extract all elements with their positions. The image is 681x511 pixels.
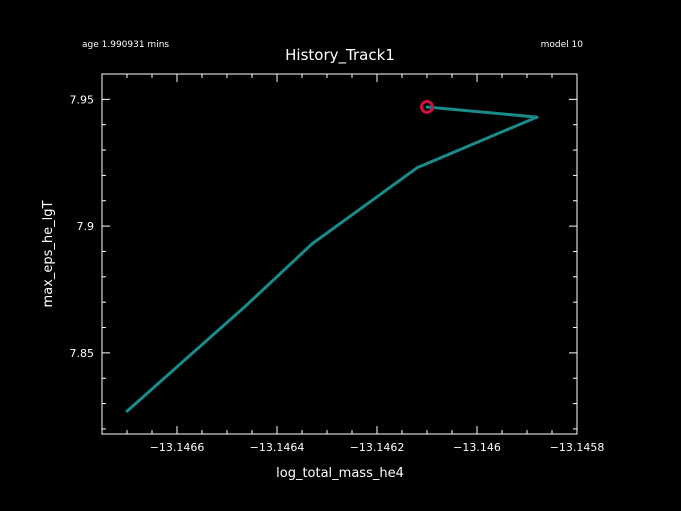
- current-point-marker: [420, 99, 434, 114]
- y-axis: 7.85 7.9 7.95: [70, 73, 577, 430]
- data-point: [415, 166, 419, 170]
- series-line: [126, 105, 539, 413]
- model-label: model 10: [541, 40, 584, 50]
- age-label: age 1.990931 mins: [82, 40, 169, 50]
- plot-frame: [101, 73, 578, 435]
- x-tick-label: −13.1458: [550, 441, 605, 454]
- series-layer: [125, 99, 539, 413]
- y-tick-label: 7.85: [70, 347, 95, 360]
- data-point: [125, 409, 129, 413]
- x-tick-label: −13.146: [453, 441, 501, 454]
- x-tick-label: −13.1464: [250, 441, 305, 454]
- data-point: [535, 115, 539, 119]
- y-tick-label: 7.9: [77, 220, 95, 233]
- y-tick-label: 7.95: [70, 93, 95, 106]
- data-point: [245, 303, 249, 307]
- data-point: [425, 105, 429, 109]
- chart-title: History_Track1: [285, 46, 395, 65]
- x-axis-label: log_total_mass_he4: [276, 466, 404, 481]
- x-tick-label: −13.1466: [150, 441, 205, 454]
- y-axis-label: max_eps_he_lgT: [41, 200, 56, 307]
- x-tick-label: −13.1462: [350, 441, 405, 454]
- x-axis: −13.1466 −13.1464 −13.1462 −13.146 −13.1458: [101, 74, 605, 454]
- data-point: [310, 242, 314, 246]
